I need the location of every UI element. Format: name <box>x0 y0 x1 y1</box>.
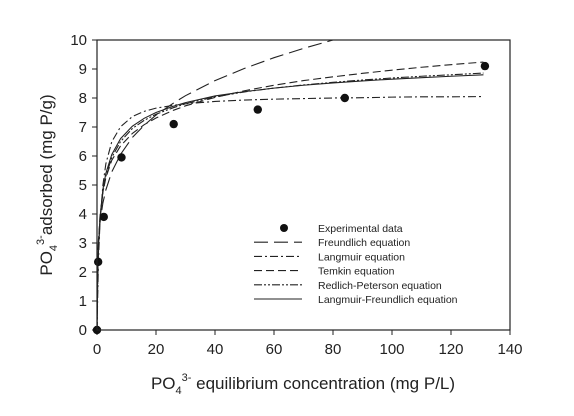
data-point <box>169 119 178 129</box>
y-tick-label: 5 <box>79 177 87 194</box>
y-axis-label: PO43-adsorbed (mg P/g) <box>35 94 60 275</box>
series-line-1 <box>97 40 336 330</box>
data-point <box>99 212 108 222</box>
legend-label: Temkin equation <box>318 266 395 278</box>
x-tick-label: 80 <box>325 341 342 358</box>
series-line-5 <box>97 74 484 330</box>
data-point <box>480 61 490 71</box>
x-tick-label: 0 <box>93 341 101 358</box>
x-tick-label: 140 <box>497 341 522 358</box>
y-tick-label: 4 <box>79 206 87 223</box>
y-tick-label: 3 <box>79 235 87 252</box>
y-tick-label: 10 <box>70 32 87 49</box>
legend-marker <box>280 224 288 232</box>
legend: Experimental data Freundlich equation Lang… <box>254 223 458 306</box>
x-tick-label: 20 <box>148 341 165 358</box>
data-point <box>253 105 262 114</box>
series-line-2 <box>97 96 484 330</box>
series-line-3 <box>97 61 484 330</box>
legend-label: Redlich-Peterson equation <box>318 280 442 292</box>
data-point <box>93 257 103 267</box>
data-point <box>340 93 349 103</box>
legend-label: Langmuir-Freundlich equation <box>318 294 458 306</box>
y-tick-label: 1 <box>79 293 87 310</box>
y-tick-label: 7 <box>79 119 87 136</box>
x-tick-label: 120 <box>438 341 463 358</box>
legend-label: Experimental data <box>318 223 403 235</box>
data-point <box>117 153 126 162</box>
y-tick-label: 9 <box>79 61 87 78</box>
x-tick-label: 60 <box>266 341 283 358</box>
x-tick-label: 100 <box>379 341 404 358</box>
legend-label: Langmuir equation <box>318 251 405 263</box>
y-tick-label: 2 <box>79 264 87 281</box>
x-axis-label: PO43- equilibrium concentration (mg P/L) <box>151 372 455 397</box>
plot-frame <box>96 39 511 331</box>
y-tick-label: 0 <box>79 322 87 339</box>
ticks-layer: 0 20 40 60 80 100 120 140 0 1 2 3 4 5 6 7 8 9 10 <box>70 32 522 358</box>
series-layer <box>97 40 484 330</box>
legend-label: Freundlich equation <box>318 237 410 249</box>
y-tick-label: 6 <box>79 148 87 165</box>
x-tick-label: 40 <box>207 341 224 358</box>
y-tick-label: 8 <box>79 90 87 107</box>
